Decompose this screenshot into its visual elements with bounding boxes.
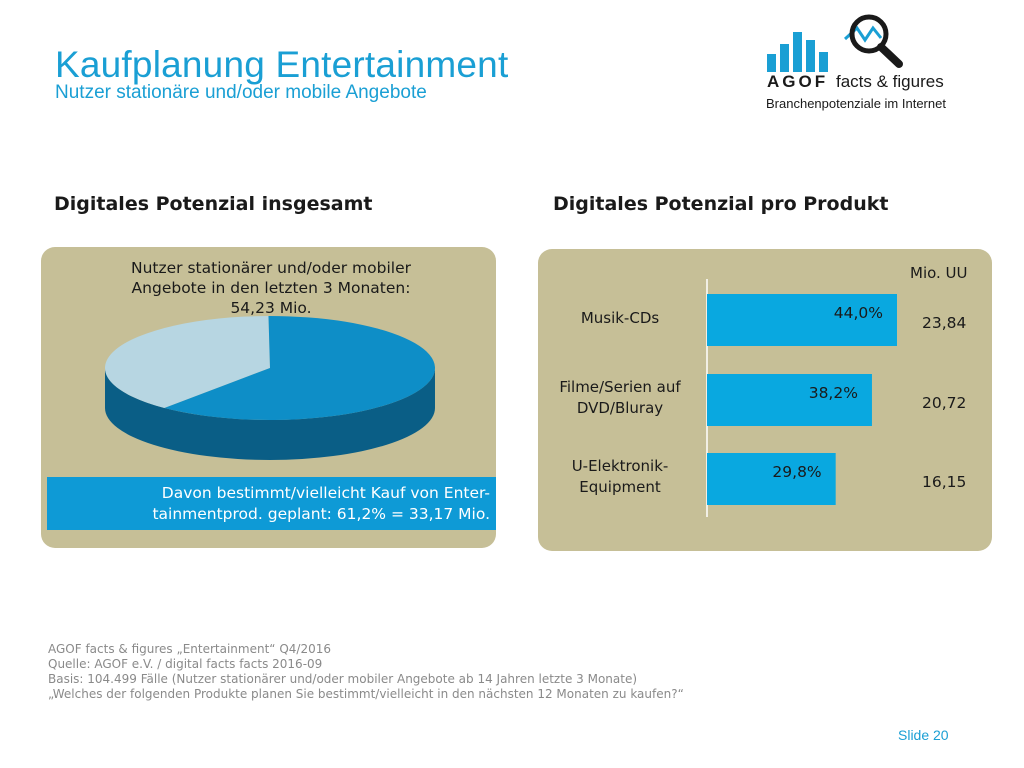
bar: [707, 453, 836, 505]
logo-brand: AGOF: [767, 72, 829, 91]
pie-slice-remaining: [104, 316, 270, 408]
bar: [707, 294, 897, 346]
magnifier-icon: [849, 14, 889, 54]
bar-chart: 44,0% 38,2% 29,8%: [706, 279, 897, 517]
agof-logo: [767, 14, 903, 72]
pie-callout-box: [47, 477, 496, 530]
bar: [707, 374, 872, 426]
pie-caption: Nutzer stationärer und/oder mobiler Ange…: [96, 258, 446, 318]
category-label: Filme/Serien auf DVD/Bluray: [540, 377, 700, 419]
left-section-heading: Digitales Potenzial insgesamt: [54, 193, 373, 215]
footer-line: „Welches der folgenden Produkte planen S…: [48, 687, 684, 701]
category-label: U-Elektronik- Equipment: [540, 456, 700, 498]
pie-caption-line: Nutzer stationärer und/oder mobiler: [131, 259, 411, 277]
page-title: Kaufplanung Entertainment: [55, 44, 509, 85]
logo-bar: [780, 44, 789, 72]
category-label-line: Filme/Serien auf: [559, 378, 681, 396]
footer-notes: AGOF facts & figures „Entertainment“ Q4/…: [48, 642, 684, 702]
bar-value-label: 29,8%: [772, 463, 821, 481]
logo-bar: [767, 54, 776, 72]
unit-label: Mio. UU: [910, 264, 968, 282]
callout-line: Davon bestimmt/vielleicht Kauf von Enter…: [161, 484, 490, 502]
bar-value-label: 44,0%: [834, 304, 883, 322]
pie-chart: [104, 316, 435, 460]
mio-uu-value: 23,84: [922, 314, 967, 332]
callout-line: tainmentprod. geplant: 61,2% = 33,17 Mio…: [152, 505, 490, 523]
logo-tagline: Branchenpotenziale im Internet: [766, 96, 946, 111]
pie-caption-line: 54,23 Mio.: [230, 299, 312, 317]
logo-bar: [793, 32, 802, 72]
pie-side-wall: [105, 368, 435, 460]
category-label-line: DVD/Bluray: [576, 399, 664, 417]
slide-number: Slide 20: [898, 727, 949, 743]
category-label-line: Musik-CDs: [580, 308, 660, 327]
logo-bar: [819, 52, 828, 72]
mio-uu-value: 16,15: [922, 473, 967, 491]
logo-product: facts & figures: [836, 72, 944, 91]
mio-uu-value: 20,72: [922, 394, 967, 412]
category-label: Musik-CDs: [540, 308, 700, 329]
page-subtitle: Nutzer stationäre und/oder mobile Angebo…: [55, 82, 427, 103]
footer-line: Basis: 104.499 Fälle (Nutzer stationärer…: [48, 672, 638, 686]
footer-line: AGOF facts & figures „Entertainment“ Q4/…: [48, 642, 331, 656]
category-label-line: Equipment: [579, 478, 661, 496]
footer-line: Quelle: AGOF e.V. / digital facts facts …: [48, 657, 323, 671]
category-label-line: U-Elektronik-: [571, 457, 669, 475]
pie-slice-kaufplanung: [164, 316, 435, 420]
bar-value-label: 38,2%: [809, 384, 858, 402]
pie-caption-line: Angebote in den letzten 3 Monaten:: [131, 279, 411, 297]
pie-callout-text: Davon bestimmt/vielleicht Kauf von Enter…: [70, 483, 490, 525]
logo-bar: [806, 40, 815, 72]
right-section-heading: Digitales Potenzial pro Produkt: [553, 193, 889, 215]
